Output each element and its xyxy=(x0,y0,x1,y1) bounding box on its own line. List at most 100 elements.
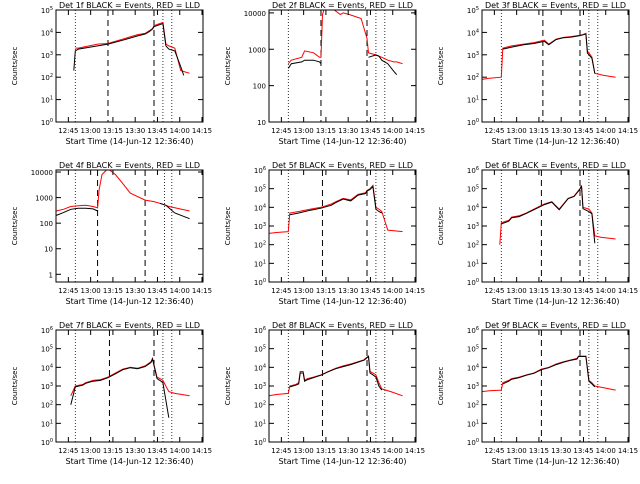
y-tick-label: 100 xyxy=(40,220,53,228)
x-tick-label: 13:30 xyxy=(551,447,571,455)
x-axis-label: Start Time (14-Jun-12 12:36:40) xyxy=(279,297,407,306)
x-axis-label: Start Time (14-Jun-12 12:36:40) xyxy=(279,457,407,466)
x-tick-label: 13:00 xyxy=(294,287,314,295)
x-tick-label: 13:45 xyxy=(147,127,167,135)
detector-panel-6: 100 101 102 103 104 105 106 12:45 13:00 13:15 13:3… xyxy=(437,161,638,306)
black-series-line xyxy=(289,185,383,216)
panel-title: Det 4f BLACK = Events, RED = LLD xyxy=(59,161,200,170)
y-axis-label: Counts/sec xyxy=(224,47,232,86)
x-tick-label: 12:45 xyxy=(484,447,504,455)
x-tick-label: 14:00 xyxy=(170,287,190,295)
x-tick-label: 14:15 xyxy=(405,447,425,455)
y-tick-label: 102 xyxy=(254,241,266,250)
y-tick-label: 10000 xyxy=(244,10,266,18)
y-tick-label: 101 xyxy=(467,419,479,428)
black-series-line xyxy=(287,54,398,76)
y-tick-label: 100 xyxy=(41,438,53,447)
black-series-line xyxy=(502,356,596,388)
y-tick-label: 104 xyxy=(467,203,479,212)
x-tick-label: 13:15 xyxy=(316,127,336,135)
detector-panel-4: 1 10 100 1000 10000 12:45 13:00 13:15 13:30 13:45… xyxy=(11,161,212,306)
x-axis-label: Start Time (14-Jun-12 12:36:40) xyxy=(66,137,194,146)
black-series-line xyxy=(502,33,596,74)
y-tick-label: 102 xyxy=(467,401,479,410)
x-tick-label: 13:45 xyxy=(573,127,593,135)
x-tick-label: 13:30 xyxy=(125,287,145,295)
y-tick-label: 105 xyxy=(254,185,266,194)
y-tick-label: 103 xyxy=(41,382,53,391)
black-series-line xyxy=(55,202,190,220)
x-axis-label: Start Time (14-Jun-12 12:36:40) xyxy=(279,137,407,146)
detector-panel-7: 100 101 102 103 104 105 106 12:45 13:00 13:15 13:3… xyxy=(11,321,212,466)
y-tick-label: 100 xyxy=(253,83,266,91)
y-tick-label: 103 xyxy=(41,51,53,60)
x-tick-label: 13:15 xyxy=(316,447,336,455)
red-series-line xyxy=(481,32,616,80)
x-tick-label: 14:15 xyxy=(618,447,638,455)
x-tick-label: 13:00 xyxy=(507,447,527,455)
plot-frame xyxy=(55,169,204,283)
x-tick-label: 13:00 xyxy=(81,287,101,295)
x-tick-label: 13:30 xyxy=(338,447,358,455)
x-tick-label: 13:00 xyxy=(81,127,101,135)
x-tick-label: 13:00 xyxy=(507,127,527,135)
y-tick-label: 100 xyxy=(41,118,53,127)
x-tick-label: 14:00 xyxy=(170,127,190,135)
y-tick-label: 104 xyxy=(467,28,479,37)
x-tick-label: 14:00 xyxy=(383,127,403,135)
x-tick-label: 13:15 xyxy=(529,127,549,135)
detector-panel-5: 100 101 102 103 104 105 106 12:45 13:00 13:15 13:3… xyxy=(224,161,425,306)
y-tick-label: 103 xyxy=(254,222,266,231)
x-tick-label: 14:15 xyxy=(618,287,638,295)
y-tick-label: 102 xyxy=(467,73,479,82)
x-axis-label: Start Time (14-Jun-12 12:36:40) xyxy=(492,457,620,466)
panel-title: Det 1f BLACK = Events, RED = LLD xyxy=(59,1,200,10)
x-tick-label: 13:15 xyxy=(316,287,336,295)
detector-panel-9: 100 101 102 103 104 105 106 12:45 13:00 13:15 13:3… xyxy=(437,321,638,466)
y-tick-label: 1 xyxy=(49,271,53,279)
y-tick-label: 106 xyxy=(254,326,266,335)
y-tick-label: 101 xyxy=(41,419,53,428)
y-axis-label: Counts/sec xyxy=(437,47,445,86)
x-tick-label: 14:15 xyxy=(192,127,212,135)
panel-title: Det 7f BLACK = Events, RED = LLD xyxy=(59,321,200,330)
x-tick-label: 13:00 xyxy=(294,127,314,135)
red-series-line xyxy=(268,355,403,397)
x-tick-label: 14:00 xyxy=(383,447,403,455)
y-tick-label: 101 xyxy=(467,259,479,268)
y-tick-label: 103 xyxy=(467,382,479,391)
y-tick-label: 10 xyxy=(257,119,266,127)
x-tick-label: 13:45 xyxy=(573,287,593,295)
y-tick-label: 104 xyxy=(254,203,266,212)
plot-frame xyxy=(268,9,417,123)
x-tick-label: 13:30 xyxy=(551,127,571,135)
x-tick-label: 12:45 xyxy=(484,287,504,295)
detector-panel-8: 100 101 102 103 104 105 106 12:45 13:00 13:15 13:3… xyxy=(224,321,425,466)
y-tick-label: 105 xyxy=(467,345,479,354)
x-tick-label: 14:15 xyxy=(192,287,212,295)
black-series-line xyxy=(73,22,185,76)
x-tick-label: 13:00 xyxy=(294,447,314,455)
y-tick-label: 101 xyxy=(467,96,479,105)
x-tick-label: 13:45 xyxy=(360,447,380,455)
x-tick-label: 12:45 xyxy=(271,127,291,135)
y-tick-label: 106 xyxy=(467,326,479,335)
y-axis-label: Counts/sec xyxy=(437,367,445,406)
plot-frame xyxy=(481,9,630,123)
x-tick-label: 13:30 xyxy=(338,287,358,295)
x-tick-label: 14:00 xyxy=(170,447,190,455)
x-tick-label: 12:45 xyxy=(58,287,78,295)
plot-frame xyxy=(55,9,204,123)
x-tick-label: 13:00 xyxy=(81,447,101,455)
x-axis-label: Start Time (14-Jun-12 12:36:40) xyxy=(66,297,194,306)
x-axis-label: Start Time (14-Jun-12 12:36:40) xyxy=(492,297,620,306)
y-axis-label: Counts/sec xyxy=(11,207,19,246)
y-tick-label: 104 xyxy=(254,363,266,372)
y-tick-label: 105 xyxy=(41,345,53,354)
x-tick-label: 12:45 xyxy=(484,127,504,135)
y-axis-label: Counts/sec xyxy=(224,367,232,406)
panel-title: Det 2f BLACK = Events, RED = LLD xyxy=(272,1,413,10)
y-tick-label: 100 xyxy=(467,278,479,287)
y-tick-label: 105 xyxy=(41,6,53,15)
